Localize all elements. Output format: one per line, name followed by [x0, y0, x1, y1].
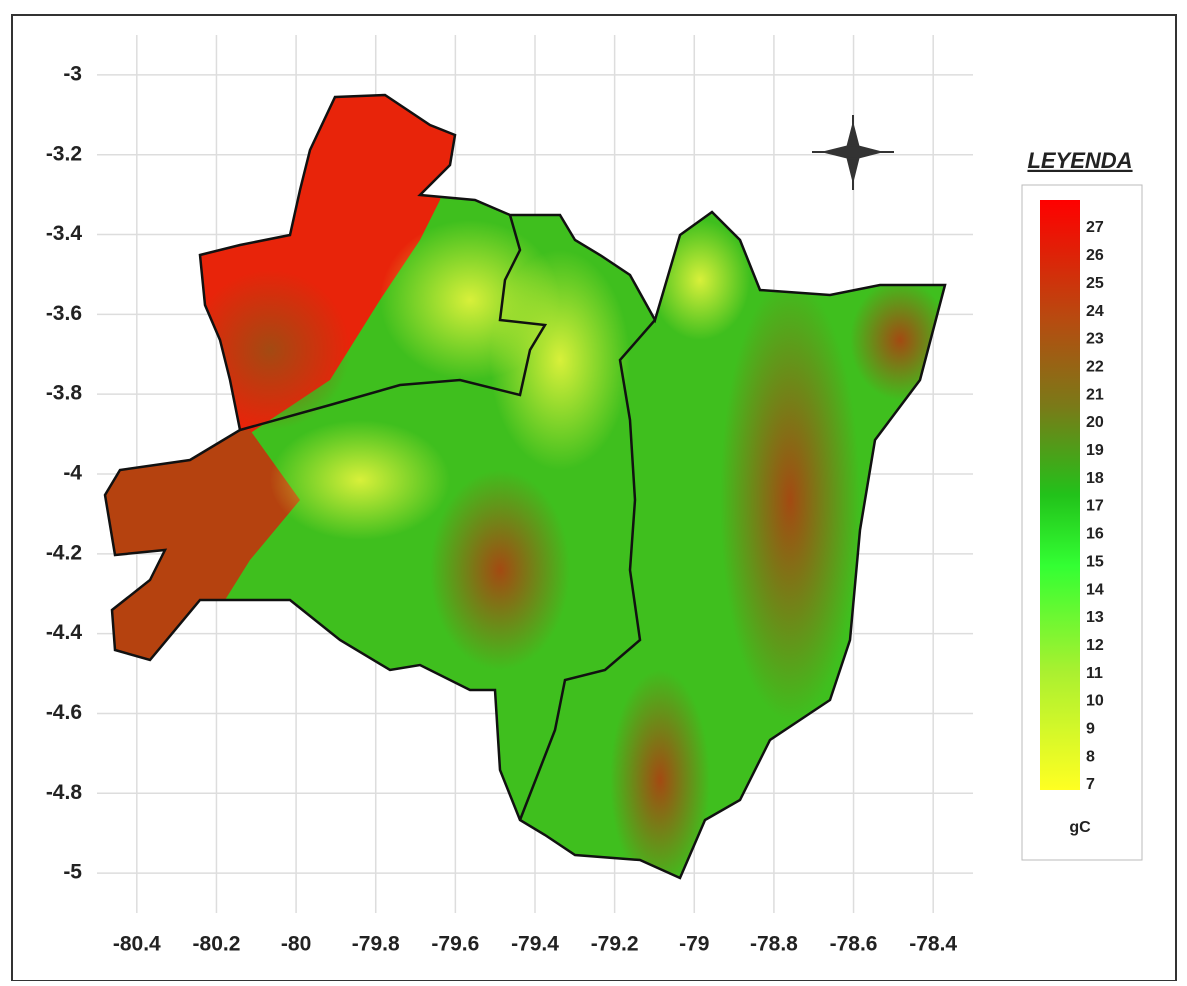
y-tick-label: -3.8	[46, 382, 83, 405]
legend-label: 10	[1086, 693, 1104, 710]
legend-label: 26	[1086, 247, 1104, 264]
y-tick-label: -4.6	[46, 701, 82, 724]
legend-label: 25	[1086, 275, 1104, 292]
legend-label: 21	[1086, 386, 1104, 403]
y-tick-label: -3.4	[46, 222, 83, 245]
legend-label: 27	[1086, 219, 1104, 236]
x-tick-label: -80.4	[113, 933, 161, 956]
legend-label: 16	[1086, 526, 1104, 543]
legend-label: 15	[1086, 553, 1104, 570]
legend-title: LEYENDA	[1027, 148, 1132, 173]
x-tick-label: -79.8	[352, 933, 400, 956]
legend-label: 12	[1086, 637, 1104, 654]
x-tick-label: -79	[679, 933, 709, 956]
legend-label: 8	[1086, 748, 1095, 765]
x-tick-label: -78.8	[750, 933, 798, 956]
legend-colorbar	[1040, 200, 1080, 790]
y-tick-label: -4	[63, 462, 82, 485]
x-tick-label: -80	[281, 933, 311, 956]
legend-label: 24	[1086, 303, 1104, 320]
y-tick-label: -4.4	[46, 621, 83, 644]
x-tick-label: -79.4	[511, 933, 559, 956]
legend-unit: gC	[1069, 819, 1091, 836]
legend-label: 13	[1086, 609, 1104, 626]
x-tick-label: -79.6	[431, 933, 479, 956]
x-tick-label: -78.4	[909, 933, 957, 956]
legend-label: 14	[1086, 581, 1104, 598]
x-tick-label: -78.6	[830, 933, 878, 956]
y-tick-label: -3	[63, 62, 82, 85]
y-tick-label: -3.2	[46, 142, 82, 165]
legend-label: 17	[1086, 498, 1104, 515]
y-tick-label: -4.8	[46, 781, 83, 804]
legend-label: 19	[1086, 442, 1104, 459]
legend-label: 11	[1086, 665, 1103, 682]
legend-label: 9	[1086, 721, 1095, 738]
boundaries	[103, 93, 947, 880]
x-tick-label: -80.2	[193, 933, 241, 956]
y-tick-label: -5	[63, 861, 82, 884]
legend-label: 22	[1086, 358, 1104, 375]
legend-label: 23	[1086, 331, 1104, 348]
legend-label: 20	[1086, 414, 1104, 431]
y-tick-label: -3.6	[46, 302, 82, 325]
x-tick-label: -79.2	[591, 933, 639, 956]
y-tick-label: -4.2	[46, 541, 82, 564]
legend-label: 7	[1086, 776, 1095, 793]
legend-label: 18	[1086, 470, 1104, 487]
compass	[812, 115, 894, 190]
